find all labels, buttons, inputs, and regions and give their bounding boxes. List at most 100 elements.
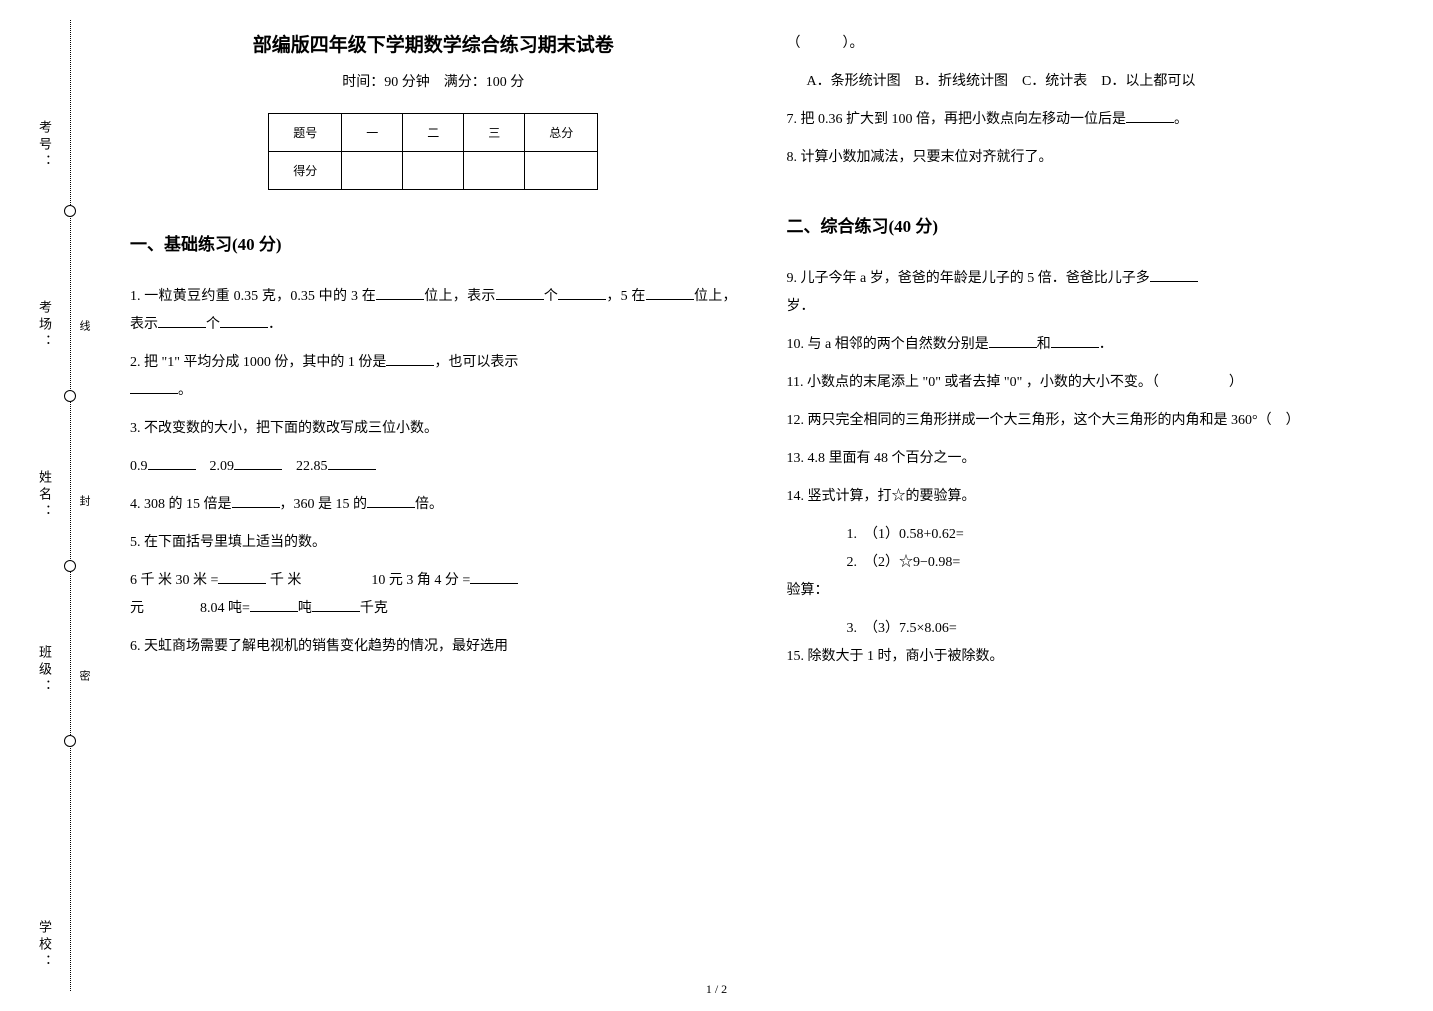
question-9: 9. 儿子今年 a 岁，爸爸的年龄是儿子的 5 倍．爸爸比儿子多岁．	[787, 265, 1394, 321]
q-text: 7. 把 0.36 扩大到 100 倍，再把小数点向左移动一位后是	[787, 112, 1127, 127]
question-12: 12. 两只完全相同的三角形拼成一个大三角形，这个大三角形的内角和是 360°（…	[787, 407, 1394, 435]
q-text: ．	[1099, 337, 1113, 352]
blank	[558, 286, 606, 300]
blank	[220, 314, 268, 328]
binding-circle	[64, 205, 76, 217]
q-text: 岁．	[787, 299, 815, 314]
blank	[470, 570, 518, 584]
binding-circle	[64, 735, 76, 747]
blank	[328, 456, 376, 470]
score-cell	[525, 152, 598, 190]
table-row: 得分	[269, 152, 598, 190]
binding-label-school: 学校：	[35, 920, 54, 971]
question-5: 5. 在下面括号里填上适当的数。	[130, 529, 737, 557]
page-number: 1 / 2	[706, 982, 727, 997]
score-cell	[342, 152, 403, 190]
binding-dotted-line	[70, 20, 71, 991]
blank	[376, 286, 424, 300]
binding-circle	[64, 390, 76, 402]
q-text: 2.09	[210, 459, 235, 474]
blank	[646, 286, 694, 300]
score-cell: 二	[403, 114, 464, 152]
binding-label-examno: 考号：	[35, 120, 54, 171]
blank	[250, 598, 298, 612]
section1-heading: 一、基础练习(40 分)	[130, 230, 737, 255]
q-text: 1. 一粒黄豆约重 0.35 克，0.35 中的 3 在	[130, 289, 376, 304]
blank	[312, 598, 360, 612]
q-text: 个	[544, 289, 559, 304]
question-6-paren: （ ）。	[787, 30, 1394, 58]
question-4: 4. 308 的 15 倍是 ，360 是 15 的 倍。	[130, 491, 737, 519]
q-text: 。	[1174, 112, 1188, 127]
binding-seal-char: 封	[76, 495, 92, 512]
blank	[386, 352, 434, 366]
question-14-1: 1. （1）0.58+0.62=	[847, 521, 1394, 549]
q-text: 吨	[298, 601, 312, 616]
q-text: 2. 把 "1" 平均分成 1000 份，其中的 1 份是	[130, 355, 386, 370]
q-text: ．	[268, 317, 282, 332]
q-text: 22.85	[296, 459, 328, 474]
right-column: （ ）。 A．条形统计图 B．折线统计图 C．统计表 D．以上都可以 7. 把 …	[787, 30, 1394, 1001]
q-text: 千克	[360, 601, 388, 616]
exam-title: 部编版四年级下学期数学综合练习期末试卷	[130, 30, 737, 57]
question-14-check: 验算：	[787, 577, 1394, 605]
blank	[158, 314, 206, 328]
blank	[1126, 109, 1174, 123]
section2-heading: 二、综合练习(40 分)	[787, 212, 1394, 237]
question-14-3: 3. （3）7.5×8.06=	[847, 615, 1394, 643]
question-2: 2. 把 "1" 平均分成 1000 份，其中的 1 份是 ，也可以表示。	[130, 349, 737, 405]
question-1: 1. 一粒黄豆约重 0.35 克，0.35 中的 3 在位上，表示个，5 在位上…	[130, 283, 737, 339]
binding-label-class: 班级：	[35, 645, 54, 696]
q-text: 10. 与 a 相邻的两个自然数分别是	[787, 337, 989, 352]
q-text: 倍。	[415, 497, 443, 512]
left-column: 部编版四年级下学期数学综合练习期末试卷 时间：90 分钟 满分：100 分 题号…	[130, 30, 737, 1001]
q-text: ，360 是 15 的	[280, 497, 368, 512]
score-cell: 总分	[525, 114, 598, 152]
score-cell	[464, 152, 525, 190]
main-content: 部编版四年级下学期数学综合练习期末试卷 时间：90 分钟 满分：100 分 题号…	[100, 0, 1433, 1011]
binding-label-room: 考场：	[35, 300, 54, 351]
blank	[989, 334, 1037, 348]
binding-label-name: 姓名：	[35, 470, 54, 521]
exam-subtitle: 时间：90 分钟 满分：100 分	[130, 71, 737, 91]
score-cell: 一	[342, 114, 403, 152]
question-8: 8. 计算小数加减法，只要末位对齐就行了。	[787, 144, 1394, 172]
question-3-line: 0.9 2.09 22.85	[130, 453, 737, 481]
score-cell: 得分	[269, 152, 342, 190]
question-3: 3. 不改变数的大小，把下面的数改写成三位小数。	[130, 415, 737, 443]
q-text: 。	[178, 383, 192, 398]
blank	[367, 494, 415, 508]
q-text: 和	[1037, 337, 1051, 352]
score-cell	[403, 152, 464, 190]
binding-margin: 考号： 考场： 姓名： 班级： 学校： 线 封 密	[0, 0, 100, 1011]
binding-seal-char: 密	[76, 670, 92, 687]
question-14-2: 2. （2）☆9−0.98=	[847, 549, 1394, 577]
q-text: 8.04 吨=	[200, 601, 250, 616]
blank	[1051, 334, 1099, 348]
question-10: 10. 与 a 相邻的两个自然数分别是 和 ．	[787, 331, 1394, 359]
blank	[232, 494, 280, 508]
question-13: 13. 4.8 里面有 48 个百分之一。	[787, 445, 1394, 473]
table-row: 题号 一 二 三 总分	[269, 114, 598, 152]
q-text: 元	[130, 601, 144, 616]
q-text: 位上，表示	[424, 289, 496, 304]
blank	[218, 570, 266, 584]
question-7: 7. 把 0.36 扩大到 100 倍，再把小数点向左移动一位后是 。	[787, 106, 1394, 134]
q-text: 9. 儿子今年 a 岁，爸爸的年龄是儿子的 5 倍．爸爸比儿子多	[787, 271, 1150, 286]
question-6: 6. 天虹商场需要了解电视机的销售变化趋势的情况，最好选用	[130, 633, 737, 661]
q-text: 0.9	[130, 459, 148, 474]
binding-circle	[64, 560, 76, 572]
blank	[234, 456, 282, 470]
q-text: 10 元 3 角 4 分 =	[371, 573, 470, 588]
binding-seal-char: 线	[76, 320, 92, 337]
blank	[1150, 268, 1198, 282]
score-cell: 题号	[269, 114, 342, 152]
question-5-line1: 6 千 米 30 米 = 千 米 10 元 3 角 4 分 =元 8.04 吨=…	[130, 567, 737, 623]
q-text: ，也可以表示	[434, 355, 518, 370]
question-6-options: A．条形统计图 B．折线统计图 C．统计表 D．以上都可以	[807, 68, 1394, 96]
q-text: 4. 308 的 15 倍是	[130, 497, 232, 512]
q-text: 个	[206, 317, 220, 332]
q-text: 6 千 米 30 米 =	[130, 573, 218, 588]
blank	[496, 286, 544, 300]
score-cell: 三	[464, 114, 525, 152]
